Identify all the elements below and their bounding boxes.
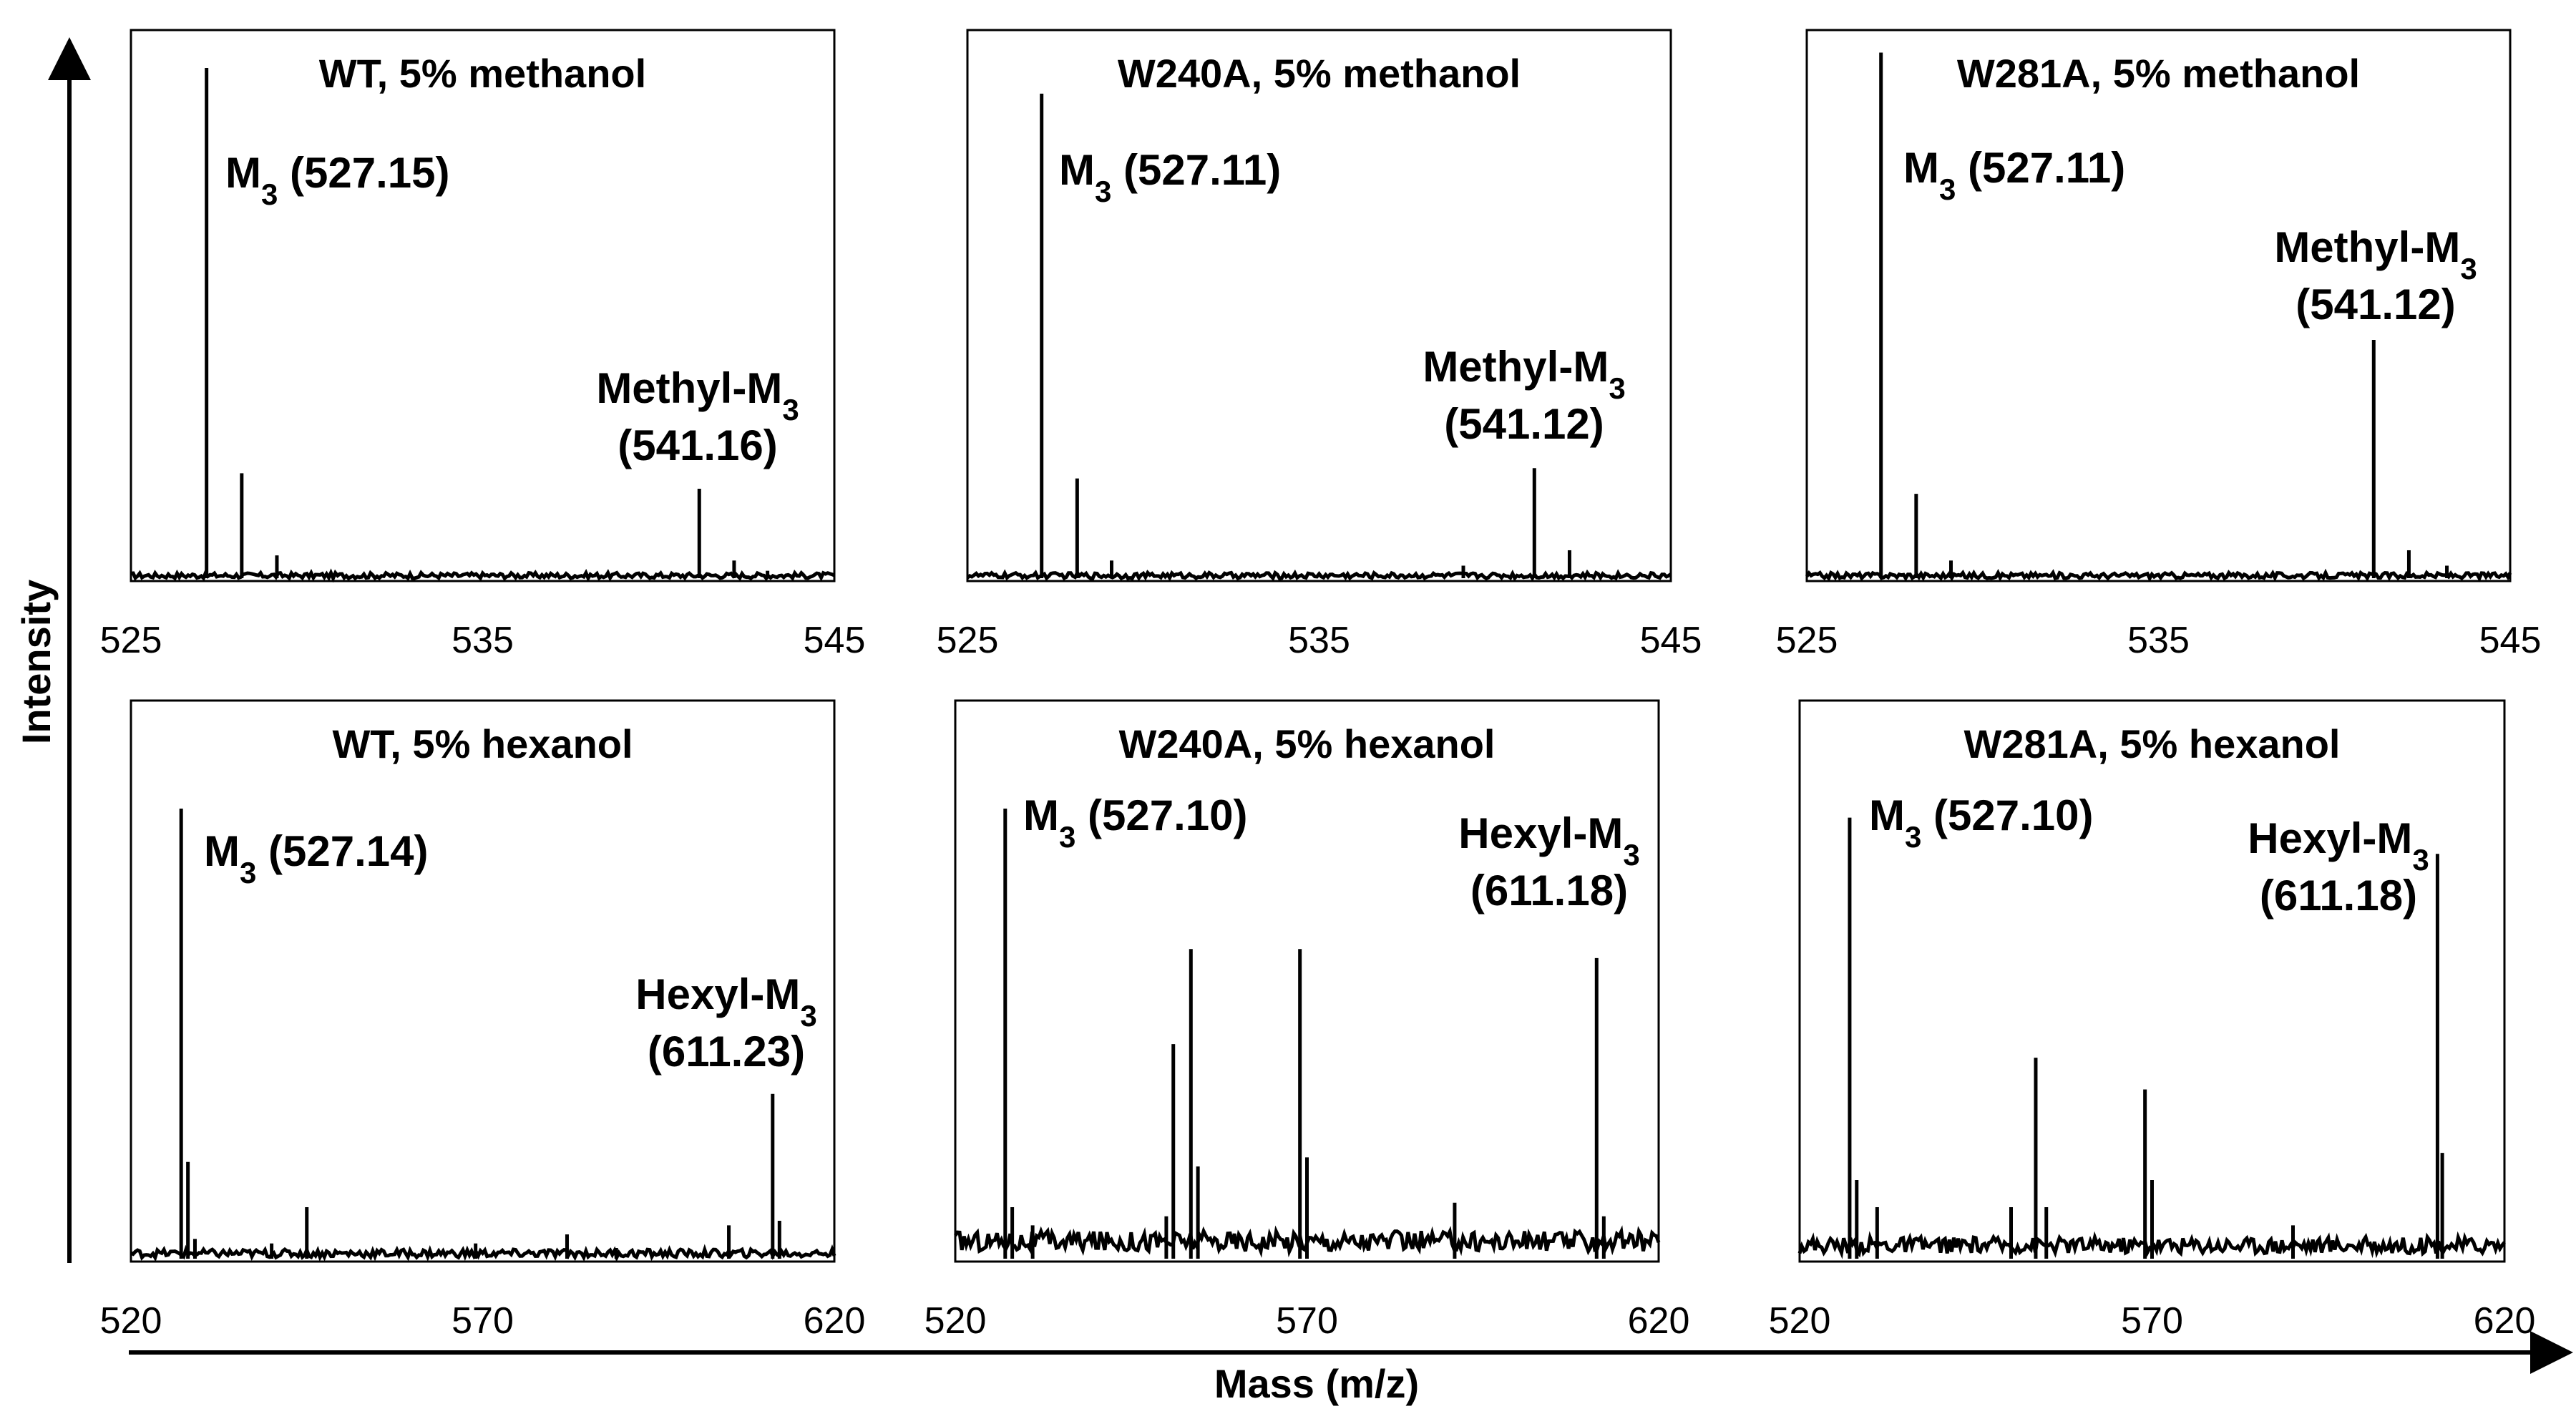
peak-annotation-value: (611.18) [2260,872,2417,920]
x-tick-label: 620 [2474,1300,2536,1342]
peak-annotation: M3 (527.15) [225,149,450,211]
peak-annotation-value: (541.12) [1444,400,1604,448]
panel-frame [1805,29,2512,582]
x-tick-label: 535 [2127,620,2190,661]
peak-annotation: M3 (527.11) [1903,144,2125,206]
spectrum-panel: WT, 5% hexanol 520 570 620 M3 (527.14) Hexyl-… [100,699,866,1342]
x-tick-label: 520 [100,1300,162,1342]
peak-annotation-value: (541.12) [2296,281,2455,328]
peak-annotation-name: Methyl-M3 [596,364,799,426]
panel-frame [130,29,836,582]
peak-annotation-value: (541.16) [618,421,777,469]
y-axis-title: Intensity [14,580,59,744]
baseline-trace [130,568,836,583]
x-tick-label: 535 [1288,620,1350,661]
x-tick-label: 545 [804,620,866,661]
x-tick-label: 520 [924,1300,987,1342]
x-tick-label: 545 [2479,620,2542,661]
x-tick-label: 525 [937,620,999,661]
peak-annotation-name: Hexyl-M3 [2248,814,2429,877]
x-tick-label: 570 [1276,1300,1338,1342]
baseline-trace [966,569,1672,582]
panel-frame [966,29,1672,582]
x-tick-label: 545 [1640,620,1702,661]
spectrum-panel: W281A, 5% methanol 525 535 545 M3 (527.11) Me… [1776,29,2542,661]
spectrum-panel: W240A, 5% hexanol 520 570 620 M3 (527.10) Hex… [924,699,1690,1342]
panel-title: WT, 5% methanol [319,51,646,96]
x-tick-label: 570 [2121,1300,2183,1342]
peak-annotation-name: Methyl-M3 [1423,343,1625,405]
x-tick-label: 620 [1628,1300,1690,1342]
spectrum-panels: WT, 5% methanol 525 535 545 M3 (527.15) Methy… [100,29,2542,1342]
peak-annotation: M3 (527.11) [1059,146,1281,208]
x-tick-label: 535 [452,620,514,661]
x-tick-label: 620 [804,1300,866,1342]
panel-title: W281A, 5% methanol [1957,51,2360,96]
spectrum-panel: W240A, 5% methanol 525 535 545 M3 (527.11) Me… [937,29,1702,661]
x-tick-label: 525 [1776,620,1838,661]
peak-annotation-name: Hexyl-M3 [635,970,816,1033]
spectrum-panel: W281A, 5% hexanol 520 570 620 M3 (527.10) Hex… [1769,699,2536,1342]
peak-annotation-value: (611.23) [648,1028,805,1076]
panel-frame [1798,699,2506,1263]
baseline-trace [130,1244,836,1262]
panel-title: W240A, 5% methanol [1118,51,1521,96]
panel-frame [130,699,836,1263]
panel-title: WT, 5% hexanol [332,721,633,766]
panel-title: W281A, 5% hexanol [1964,721,2341,766]
peak-annotation: M3 (527.14) [204,827,429,889]
x-tick-label: 520 [1769,1300,1831,1342]
panel-title: W240A, 5% hexanol [1119,721,1496,766]
baseline-trace [1805,568,2512,582]
x-axis-title: Mass (m/z) [1214,1361,1419,1406]
peak-annotation-name: Hexyl-M3 [1458,809,1639,872]
peak-annotation-name: Methyl-M3 [2274,223,2477,286]
peak-annotation-value: (611.18) [1470,867,1628,915]
peak-annotation: M3 (527.10) [1869,791,2094,854]
peak-annotation: M3 (527.10) [1023,791,1248,854]
panel-frame [954,699,1660,1263]
spectrum-panel: WT, 5% methanol 525 535 545 M3 (527.15) Methy… [100,29,866,661]
x-tick-label: 570 [452,1300,514,1342]
x-tick-label: 525 [100,620,162,661]
